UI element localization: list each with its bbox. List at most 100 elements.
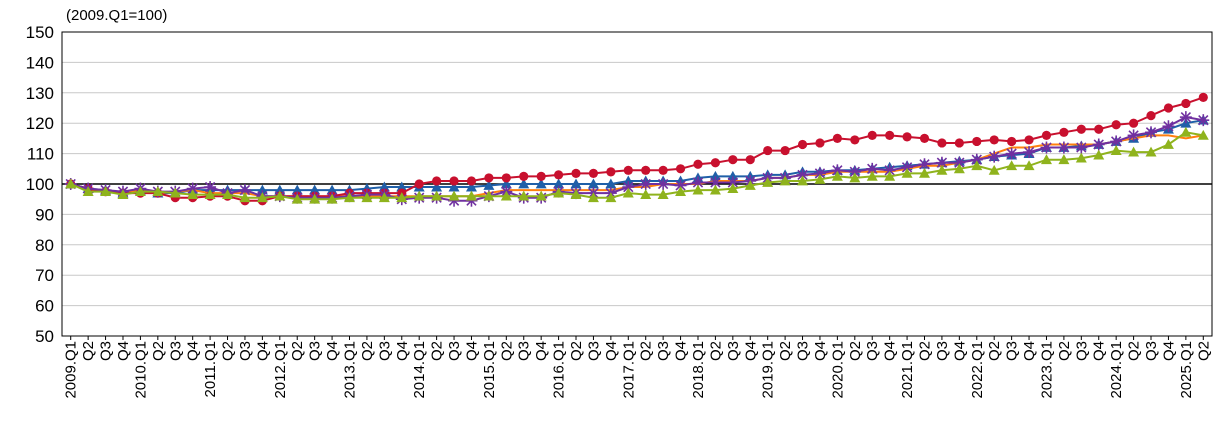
data-point — [763, 145, 773, 156]
data-point — [1005, 147, 1018, 160]
data-point — [501, 173, 511, 183]
data-point — [1023, 146, 1036, 159]
x-tick-label: Q4 — [882, 341, 899, 361]
data-point — [866, 170, 878, 181]
data-point — [1059, 127, 1069, 137]
data-point — [728, 155, 738, 165]
x-tick-label: Q2 — [429, 341, 446, 361]
data-point — [413, 190, 425, 201]
data-point — [797, 139, 808, 150]
data-point — [832, 133, 842, 143]
x-tick-label: 2017.Q1 — [620, 341, 637, 399]
x-tick-label: Q4 — [951, 341, 968, 361]
x-tick-label: Q3 — [725, 341, 742, 361]
data-point — [82, 186, 94, 196]
data-point — [588, 168, 599, 178]
x-tick-label: Q3 — [167, 341, 184, 361]
series-5 — [65, 126, 1209, 204]
data-point — [117, 189, 129, 200]
data-point — [378, 181, 390, 192]
data-point — [1197, 129, 1209, 140]
x-tick-label: Q2 — [568, 341, 585, 361]
data-point — [587, 178, 599, 189]
data-point — [65, 178, 77, 189]
x-tick-label: Q4 — [603, 341, 620, 361]
data-point — [1145, 126, 1157, 139]
data-point — [850, 135, 860, 145]
data-point — [1040, 141, 1053, 154]
x-tick-label: Q4 — [463, 341, 480, 361]
data-point — [727, 170, 739, 181]
x-tick-label: 2013.Q1 — [342, 341, 359, 399]
x-tick-label: Q3 — [446, 341, 463, 361]
data-point — [326, 184, 338, 195]
data-point — [988, 164, 1000, 175]
data-point — [1127, 129, 1140, 142]
data-point — [1024, 135, 1034, 145]
data-point — [1128, 118, 1139, 128]
series-lines — [64, 92, 1210, 207]
data-point — [605, 192, 617, 203]
data-point — [709, 170, 721, 181]
data-point — [848, 165, 861, 178]
data-point — [587, 192, 599, 203]
data-point — [918, 158, 931, 171]
x-tick-label: Q2 — [359, 341, 376, 361]
data-point — [239, 192, 251, 203]
data-point — [448, 190, 460, 201]
data-point — [815, 138, 825, 148]
data-point — [291, 184, 303, 195]
data-point — [1110, 145, 1122, 155]
y-tick-label: 140 — [26, 53, 54, 72]
data-point — [1040, 154, 1052, 165]
data-point — [571, 168, 581, 178]
x-tick-label: Q3 — [516, 341, 533, 361]
data-point — [622, 181, 635, 194]
x-tick-label: Q3 — [237, 341, 254, 361]
data-point — [1181, 98, 1191, 109]
data-point — [953, 163, 965, 174]
data-point — [500, 190, 512, 201]
data-point — [432, 176, 442, 186]
x-tick-label: 2009.Q1 — [63, 341, 80, 399]
x-tick-label: Q4 — [673, 341, 690, 361]
data-point — [291, 193, 303, 204]
x-tick-label: 2010.Q1 — [132, 341, 149, 399]
x-tick-label: Q2 — [1126, 341, 1143, 361]
data-point — [639, 178, 652, 190]
data-point — [1092, 138, 1105, 151]
data-point — [622, 175, 634, 186]
x-tick-label: Q2 — [986, 341, 1003, 361]
data-point — [831, 170, 843, 181]
x-tick-label: 2023.Q1 — [1038, 341, 1055, 399]
x-tick-label: Q3 — [934, 341, 951, 361]
x-tick-label: 2025.Q1 — [1178, 341, 1195, 399]
x-tick-label: Q4 — [324, 341, 341, 361]
data-point — [378, 192, 390, 203]
x-tick-label: Q3 — [655, 341, 672, 361]
data-point — [989, 135, 999, 145]
data-point — [519, 171, 529, 181]
data-point — [396, 192, 408, 203]
data-point — [972, 136, 982, 147]
data-point — [1006, 160, 1018, 171]
data-point — [256, 192, 268, 203]
data-point — [919, 167, 930, 178]
data-point — [780, 145, 790, 156]
x-tick-label: 2018.Q1 — [690, 341, 707, 399]
data-point — [134, 186, 146, 196]
x-tick-label: Q3 — [1004, 341, 1021, 361]
data-point — [414, 179, 424, 189]
x-tick-label: Q2 — [150, 341, 167, 361]
series-line — [70, 116, 1204, 202]
data-point — [640, 189, 652, 200]
x-tick-label: Q4 — [1091, 341, 1108, 361]
data-point — [1179, 111, 1192, 124]
data-point — [186, 182, 199, 195]
data-point — [1145, 146, 1157, 157]
data-point — [693, 159, 703, 169]
data-point — [1198, 92, 1208, 102]
data-point — [1094, 124, 1104, 134]
data-point — [553, 187, 565, 198]
